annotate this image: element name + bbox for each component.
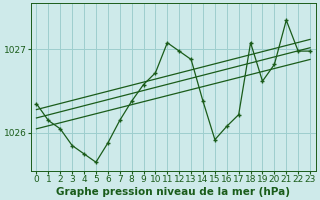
- X-axis label: Graphe pression niveau de la mer (hPa): Graphe pression niveau de la mer (hPa): [56, 187, 290, 197]
